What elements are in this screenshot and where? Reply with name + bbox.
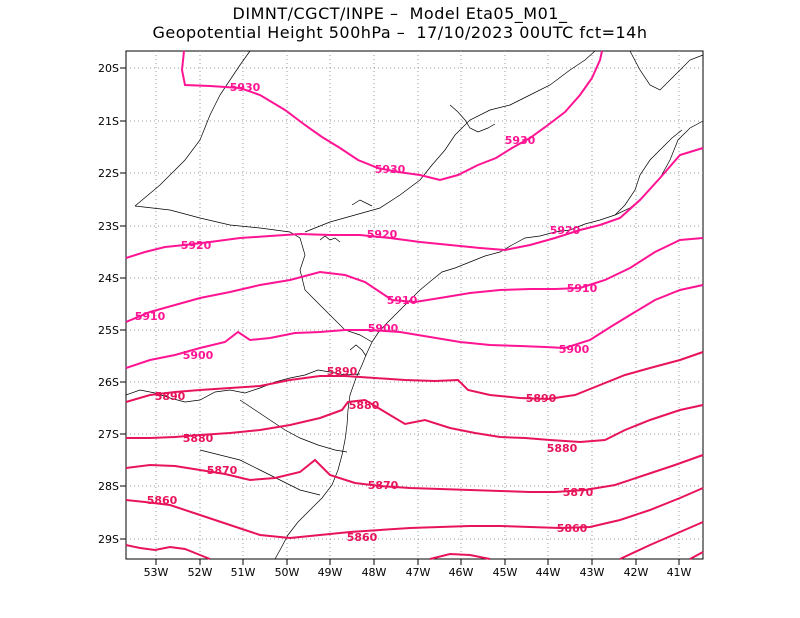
map-title: DIMNT/CGCT/INPE – Model Eta05_M01_ Geopo…: [0, 4, 800, 42]
reservoir-outline: [449, 104, 496, 133]
y-tick-label: 28S: [98, 480, 119, 493]
state-border: [629, 50, 704, 91]
x-tick-label: 42W: [624, 566, 649, 579]
contour-line-5890: [125, 351, 704, 403]
title-line-1: DIMNT/CGCT/INPE – Model Eta05_M01_: [232, 4, 568, 23]
contour-label-5930: 5930: [505, 134, 536, 147]
contour-line-5870: [125, 454, 704, 493]
contour-label-5900: 5900: [559, 343, 590, 356]
contour-label-5860: 5860: [147, 494, 178, 507]
state-border: [614, 129, 683, 216]
contour-label-5930: 5930: [230, 81, 261, 94]
x-tick-label: 47W: [406, 566, 431, 579]
y-tick-label: 21S: [98, 115, 119, 128]
tick-marks: [120, 67, 680, 565]
contour-label-5890: 5890: [327, 365, 358, 378]
contour-label-5930: 5930: [375, 163, 406, 176]
state-border: [134, 205, 373, 343]
x-tick-label: 44W: [536, 566, 561, 579]
contour-label-5920: 5920: [181, 239, 212, 252]
contour-label-5870: 5870: [207, 464, 238, 477]
y-tick-label: 29S: [98, 533, 119, 546]
coastline-and-borders: [125, 50, 704, 560]
contour-label-5890: 5890: [526, 392, 557, 405]
map-frame: [125, 50, 704, 560]
contour-line-5850: [619, 521, 704, 560]
y-tick-label: 25S: [98, 324, 119, 337]
state-border: [134, 50, 251, 207]
contour-line-5850: [125, 544, 211, 560]
contour-label-5910: 5910: [135, 310, 166, 323]
contour-labels: 5930 5930 5930 5920 5920 5920 5910 5910 …: [135, 81, 598, 544]
bay-outline: [349, 344, 367, 357]
contour-line-5860: [125, 487, 704, 540]
y-tick-label: 20S: [98, 62, 119, 75]
y-tick-label: 27S: [98, 428, 119, 441]
contour-label-5910: 5910: [387, 294, 418, 307]
bay-outline: [319, 235, 341, 243]
y-tick-label: 22S: [98, 167, 119, 180]
x-tick-label: 45W: [493, 566, 518, 579]
x-tick-label: 51W: [231, 566, 256, 579]
coastline: [274, 120, 704, 560]
contour-label-5880: 5880: [547, 442, 578, 455]
state-border: [304, 50, 596, 233]
x-tick-label: 53W: [144, 566, 169, 579]
state-border: [125, 369, 361, 403]
x-axis-labels: 53W 52W 51W 50W 49W 48W 47W 46W 45W 44W …: [144, 566, 692, 579]
contour-line-5930: [180, 50, 603, 182]
contour-label-5910: 5910: [567, 282, 598, 295]
x-tick-label: 41W: [667, 566, 692, 579]
contour-line-5900: [125, 284, 704, 369]
x-tick-label: 52W: [188, 566, 213, 579]
state-border: [239, 399, 348, 453]
y-tick-label: 24S: [98, 272, 119, 285]
contour-label-5900: 5900: [368, 322, 399, 335]
contour-line-5910: [125, 237, 704, 323]
contour-label-5860: 5860: [557, 522, 588, 535]
contour-label-5900: 5900: [183, 349, 214, 362]
contour-lines: [125, 50, 704, 560]
contour-label-5870: 5870: [368, 479, 399, 492]
contour-label-5920: 5920: [550, 224, 581, 237]
contour-line-5850: [429, 552, 491, 560]
x-tick-label: 50W: [275, 566, 300, 579]
lake-outline: [351, 199, 373, 207]
contour-line-5880: [126, 398, 704, 444]
state-border: [199, 449, 321, 496]
contour-label-5890: 5890: [155, 390, 186, 403]
contour-line-5840: [689, 551, 704, 560]
y-tick-label: 23S: [98, 220, 119, 233]
x-tick-label: 48W: [362, 566, 387, 579]
x-tick-label: 43W: [580, 566, 605, 579]
x-tick-label: 46W: [449, 566, 474, 579]
contour-label-5880: 5880: [349, 399, 380, 412]
contour-label-5880: 5880: [183, 432, 214, 445]
title-line-2: Geopotential Height 500hPa – 17/10/2023 …: [152, 23, 648, 42]
contour-line-5920: [125, 147, 704, 259]
y-axis-labels: 20S 21S 22S 23S 24S 25S 26S 27S 28S 29S: [98, 62, 119, 546]
x-tick-label: 49W: [318, 566, 343, 579]
contour-label-5860: 5860: [347, 531, 378, 544]
contour-label-5920: 5920: [367, 228, 398, 241]
y-tick-label: 26S: [98, 376, 119, 389]
contour-label-5870: 5870: [563, 486, 594, 499]
